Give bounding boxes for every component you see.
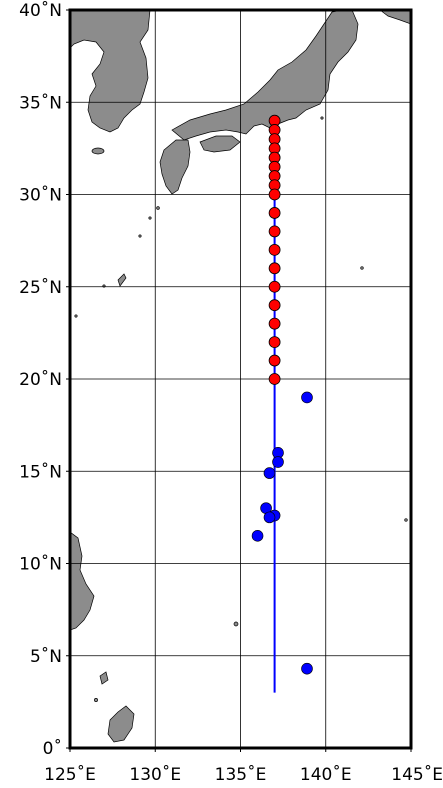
ryukyu-islet bbox=[156, 206, 160, 210]
shikoku-island bbox=[199, 135, 241, 153]
y-tick-label: 25˚N bbox=[19, 277, 62, 298]
korea-landmass bbox=[70, 10, 151, 133]
luzon-island bbox=[70, 531, 95, 631]
islet bbox=[360, 266, 364, 270]
red-stations bbox=[268, 114, 281, 385]
y-tick-label: 0˚ bbox=[43, 738, 62, 759]
islet bbox=[74, 314, 78, 318]
red-station-marker bbox=[268, 225, 281, 238]
red-station-marker bbox=[268, 317, 281, 330]
blue-station-marker bbox=[251, 530, 264, 542]
blue-station-marker bbox=[301, 391, 313, 404]
islet bbox=[404, 518, 408, 522]
red-station-marker bbox=[268, 336, 281, 349]
land-masses bbox=[70, 10, 411, 743]
blue-stations bbox=[251, 391, 313, 675]
mindanao-island bbox=[107, 705, 135, 743]
red-station-marker bbox=[268, 299, 281, 312]
y-tick-label: 40˚N bbox=[19, 0, 62, 21]
blue-station-marker bbox=[263, 511, 276, 524]
latitude-labels: 0˚ 5˚N 10˚N 15˚N 20˚N 25˚N 30˚N 35˚N 40˚N bbox=[19, 0, 70, 759]
kyushu-island bbox=[159, 139, 191, 195]
x-tick-label: 140˚E bbox=[300, 764, 352, 785]
x-tick-label: 125˚E bbox=[44, 764, 96, 785]
x-tick-label: 145˚E bbox=[391, 764, 443, 785]
islet bbox=[94, 698, 98, 702]
red-station-marker bbox=[268, 354, 281, 367]
blue-station-marker bbox=[301, 662, 313, 675]
jeju-island bbox=[91, 147, 105, 155]
red-station-marker bbox=[268, 373, 281, 385]
islet bbox=[320, 116, 324, 120]
blue-station-marker bbox=[263, 467, 276, 479]
y-tick-label: 10˚N bbox=[19, 554, 62, 575]
y-tick-label: 20˚N bbox=[19, 369, 62, 390]
honshu-island bbox=[171, 10, 359, 141]
red-station-marker bbox=[268, 280, 281, 293]
philippine-islet bbox=[99, 671, 109, 685]
red-station-marker bbox=[268, 243, 281, 256]
okinawa-island bbox=[117, 273, 127, 287]
y-tick-label: 30˚N bbox=[19, 185, 62, 206]
ryukyu-islet bbox=[148, 216, 152, 220]
ryukyu-islet bbox=[138, 234, 142, 238]
islet bbox=[233, 621, 239, 627]
y-tick-label: 5˚N bbox=[30, 646, 62, 667]
longitude-labels: 125˚E 130˚E 135˚E 140˚E 145˚E bbox=[44, 748, 443, 785]
x-tick-label: 130˚E bbox=[129, 764, 181, 785]
hokkaido-island bbox=[379, 10, 411, 25]
red-station-marker bbox=[268, 188, 281, 201]
blue-station-marker bbox=[272, 456, 284, 468]
y-tick-label: 15˚N bbox=[19, 461, 62, 482]
y-tick-label: 35˚N bbox=[19, 92, 62, 113]
red-station-marker bbox=[268, 262, 281, 275]
x-tick-label: 135˚E bbox=[215, 764, 267, 785]
red-station-marker bbox=[268, 207, 281, 219]
map-area bbox=[68, 8, 413, 750]
